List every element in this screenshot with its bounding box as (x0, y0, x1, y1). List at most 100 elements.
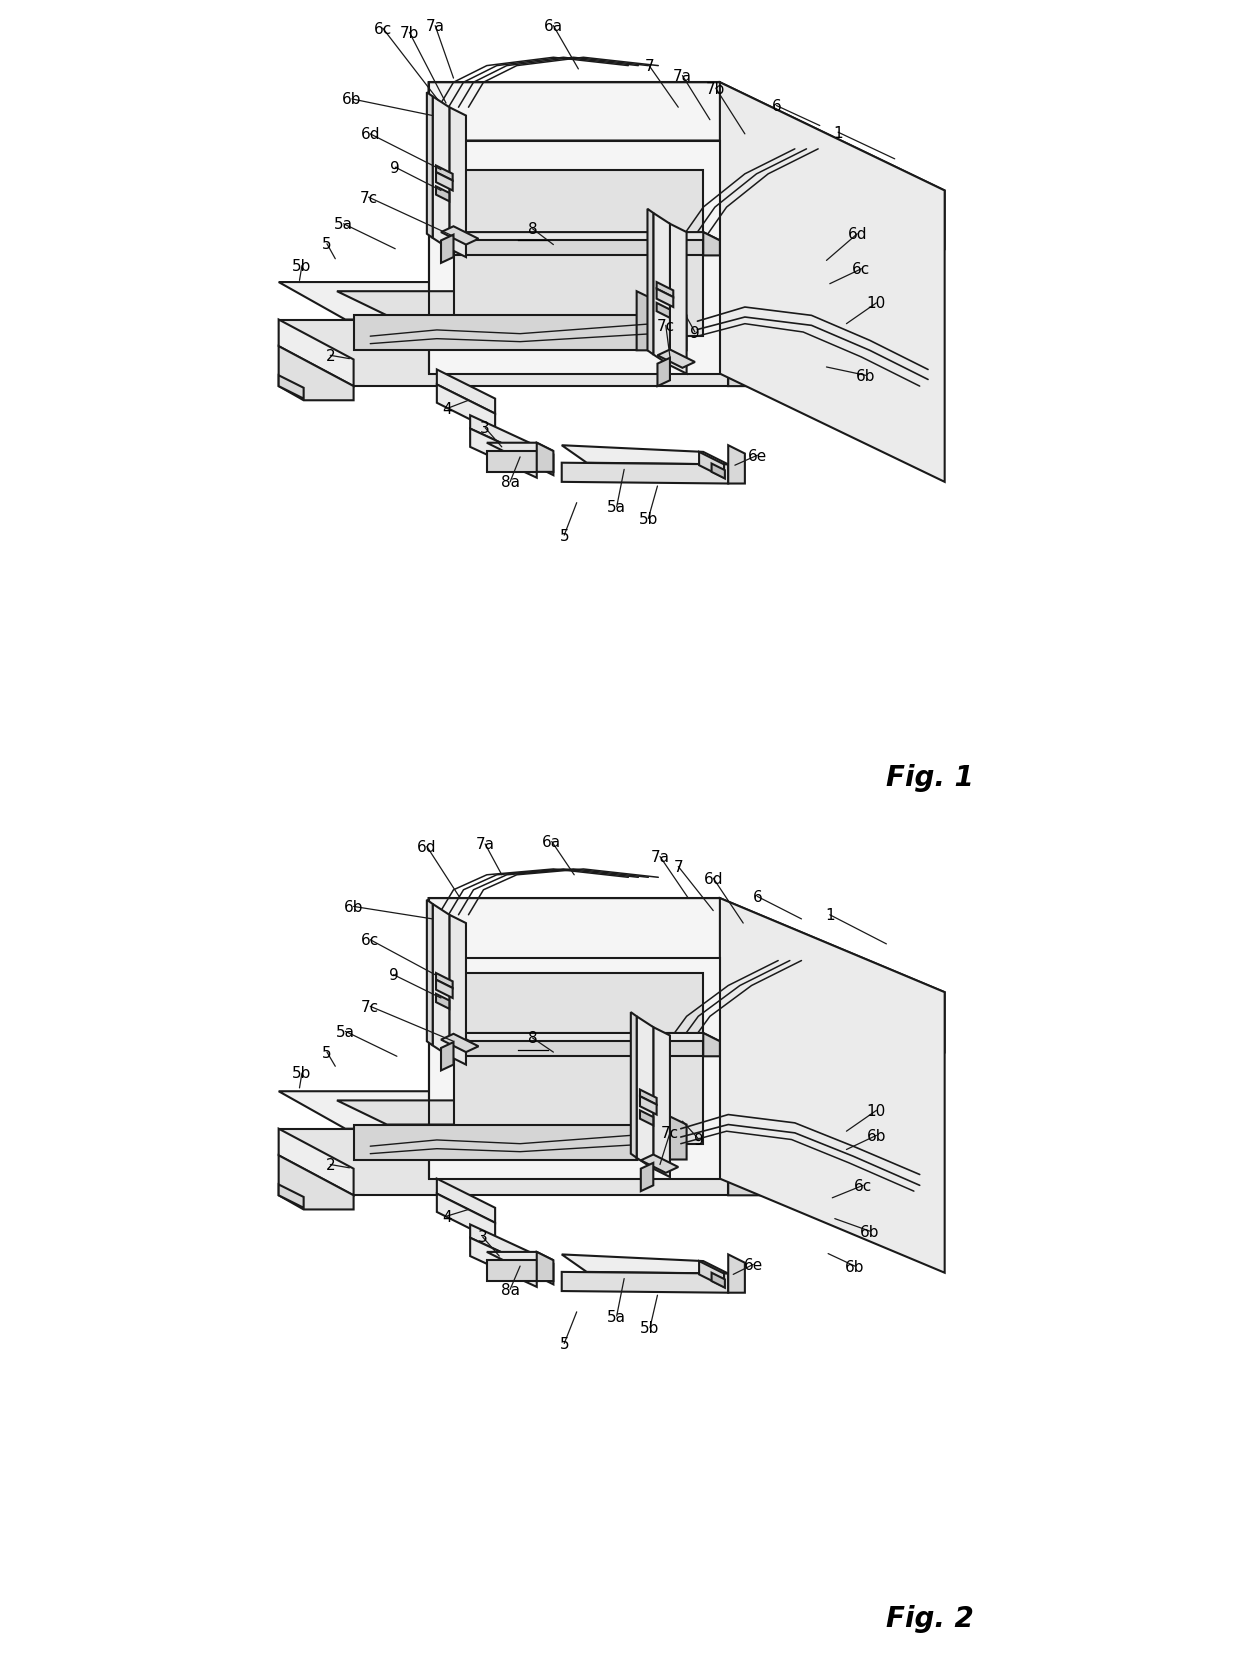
Polygon shape (337, 293, 687, 316)
Polygon shape (728, 1092, 795, 1195)
Polygon shape (641, 1155, 678, 1173)
Text: 6c: 6c (852, 261, 870, 278)
Polygon shape (353, 316, 636, 351)
Text: 8a: 8a (501, 474, 520, 491)
Polygon shape (641, 1163, 653, 1191)
Polygon shape (653, 1027, 670, 1178)
Text: 6e: 6e (744, 1256, 763, 1273)
Polygon shape (703, 1033, 720, 1057)
Polygon shape (429, 141, 720, 374)
Polygon shape (279, 376, 304, 399)
Text: 7c: 7c (361, 998, 379, 1015)
Polygon shape (562, 1271, 728, 1293)
Polygon shape (487, 1251, 553, 1261)
Polygon shape (454, 1033, 720, 1042)
Text: 5a: 5a (336, 1023, 355, 1040)
Polygon shape (454, 233, 720, 241)
Polygon shape (537, 1255, 553, 1285)
Text: 5a: 5a (334, 216, 353, 233)
Text: 4: 4 (441, 401, 451, 418)
Text: 1: 1 (825, 907, 835, 924)
Text: 9: 9 (391, 160, 401, 176)
Polygon shape (537, 448, 553, 476)
Text: 6b: 6b (342, 92, 362, 108)
Polygon shape (429, 83, 945, 250)
Text: 6c: 6c (361, 932, 379, 948)
Text: Fig. 2: Fig. 2 (887, 1604, 975, 1632)
Text: 5a: 5a (608, 1308, 626, 1325)
Polygon shape (279, 1128, 353, 1195)
Polygon shape (279, 319, 353, 388)
Text: 5b: 5b (293, 1065, 311, 1082)
Polygon shape (436, 980, 453, 998)
Text: 6: 6 (771, 98, 781, 115)
Text: 6c: 6c (373, 22, 392, 37)
Polygon shape (436, 166, 453, 181)
Polygon shape (429, 899, 945, 1053)
Polygon shape (657, 303, 670, 319)
Text: 7a: 7a (651, 849, 670, 865)
Text: 7c: 7c (657, 318, 675, 334)
Text: 3: 3 (480, 421, 490, 436)
Text: 6d: 6d (417, 839, 436, 855)
Polygon shape (436, 386, 495, 433)
Polygon shape (640, 1090, 657, 1105)
Polygon shape (640, 1112, 653, 1125)
Polygon shape (640, 1097, 657, 1115)
Polygon shape (427, 93, 433, 240)
Polygon shape (657, 290, 673, 308)
Text: 6d: 6d (703, 870, 723, 887)
Text: 6b: 6b (867, 1128, 887, 1143)
Text: 2: 2 (325, 1156, 335, 1173)
Text: 7b: 7b (399, 25, 419, 42)
Polygon shape (470, 429, 537, 479)
Text: 7a: 7a (476, 837, 495, 852)
Polygon shape (429, 958, 720, 1178)
Text: 8a: 8a (501, 1281, 520, 1298)
Polygon shape (703, 233, 720, 256)
Polygon shape (487, 1261, 537, 1281)
Polygon shape (699, 453, 724, 479)
Text: 3: 3 (477, 1230, 487, 1245)
Polygon shape (279, 1155, 353, 1210)
Polygon shape (441, 228, 479, 245)
Text: 6c: 6c (854, 1178, 872, 1193)
Text: 10: 10 (867, 1103, 887, 1118)
Text: 6b: 6b (856, 368, 875, 384)
Polygon shape (433, 905, 449, 1057)
Polygon shape (487, 443, 553, 451)
Text: 6b: 6b (844, 1258, 864, 1275)
Text: 6b: 6b (861, 1223, 879, 1240)
Polygon shape (636, 293, 687, 351)
Text: 7: 7 (673, 859, 683, 875)
Polygon shape (279, 1185, 304, 1208)
Text: 6a: 6a (542, 834, 562, 850)
Polygon shape (562, 446, 728, 466)
Polygon shape (279, 319, 728, 388)
Text: 6a: 6a (544, 18, 563, 35)
Polygon shape (279, 283, 795, 319)
Polygon shape (436, 993, 449, 1008)
Polygon shape (657, 349, 694, 368)
Polygon shape (454, 973, 703, 1145)
Text: 7a: 7a (673, 68, 692, 85)
Polygon shape (699, 1261, 724, 1288)
Polygon shape (436, 1178, 495, 1223)
Polygon shape (562, 1255, 728, 1275)
Text: 7: 7 (645, 58, 653, 75)
Polygon shape (279, 1128, 728, 1195)
Polygon shape (562, 463, 728, 484)
Text: 8: 8 (528, 221, 537, 238)
Text: 6d: 6d (847, 226, 867, 243)
Polygon shape (454, 170, 703, 336)
Polygon shape (657, 359, 670, 388)
Polygon shape (728, 1255, 745, 1293)
Polygon shape (436, 1195, 495, 1241)
Text: 5: 5 (322, 1045, 332, 1060)
Polygon shape (728, 283, 795, 388)
Text: 10: 10 (867, 296, 887, 311)
Polygon shape (537, 1251, 553, 1281)
Polygon shape (454, 1042, 703, 1057)
Polygon shape (712, 1273, 725, 1288)
Polygon shape (441, 1042, 454, 1072)
